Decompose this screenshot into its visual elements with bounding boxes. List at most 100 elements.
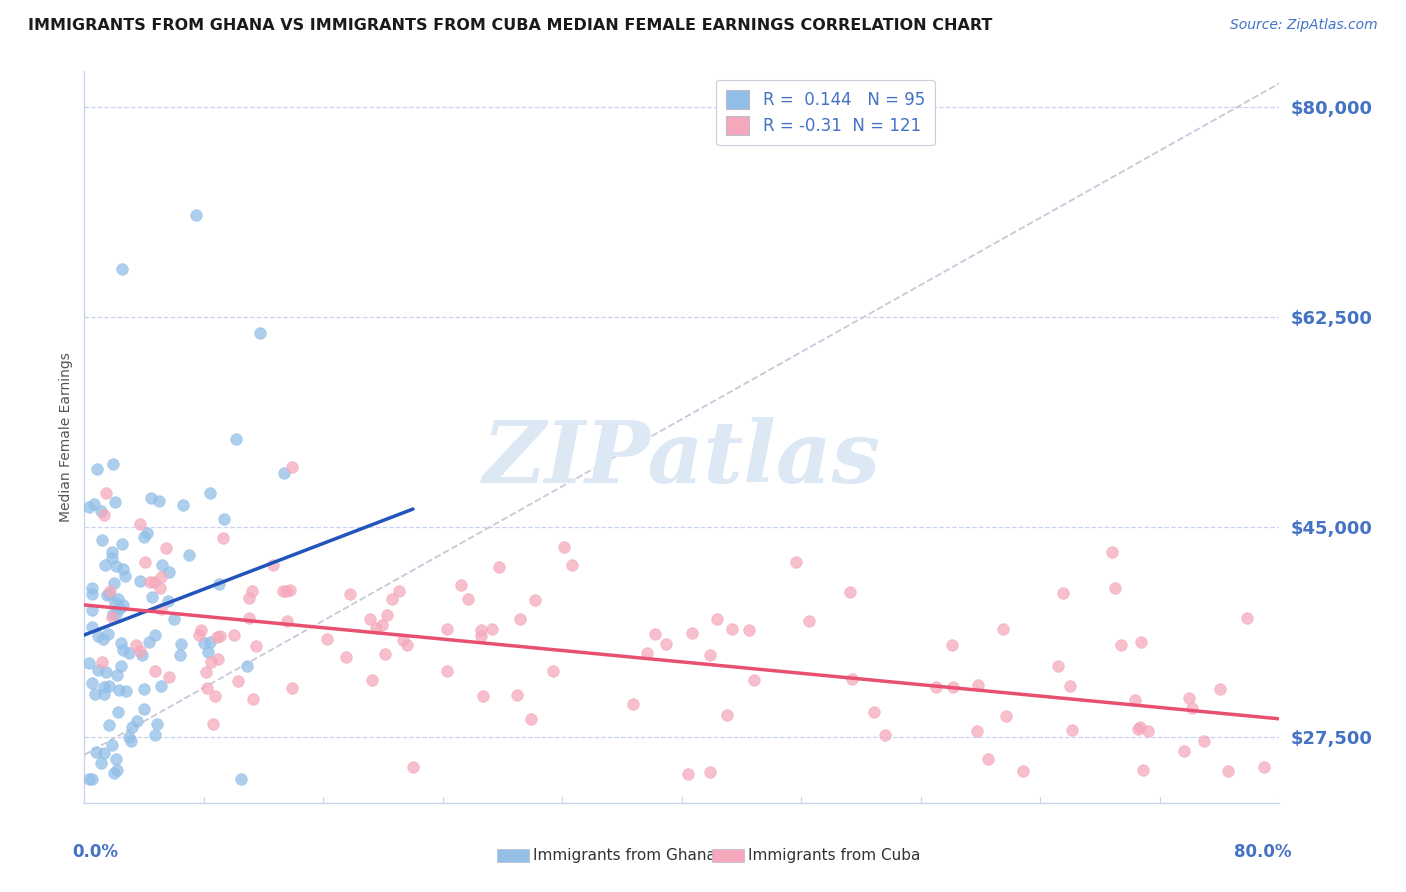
Point	[138, 574, 160, 589]
Point	[366, 621, 388, 635]
Point	[488, 560, 510, 574]
Point	[80, 620, 103, 634]
Point	[96, 665, 118, 679]
Point	[118, 646, 141, 660]
Point	[143, 574, 166, 589]
Point	[924, 680, 946, 694]
Point	[80, 772, 103, 786]
Point	[112, 643, 135, 657]
Point	[392, 632, 415, 647]
Point	[381, 591, 404, 606]
Point	[90, 756, 112, 770]
Point	[1253, 760, 1275, 774]
Text: Immigrants from Cuba: Immigrants from Cuba	[748, 848, 920, 863]
Point	[149, 570, 172, 584]
Point	[94, 486, 117, 500]
Point	[134, 702, 156, 716]
Point	[198, 485, 221, 500]
Point	[104, 559, 127, 574]
Point	[80, 582, 103, 596]
Point	[105, 607, 128, 622]
Point	[169, 648, 191, 663]
Point	[190, 624, 212, 638]
Point	[200, 655, 222, 669]
Point	[159, 565, 181, 579]
Point	[138, 635, 160, 649]
Point	[208, 630, 231, 644]
Point	[148, 494, 170, 508]
Point	[112, 562, 135, 576]
Point	[77, 772, 100, 786]
Text: ZIPatlas: ZIPatlas	[482, 417, 882, 500]
Text: Immigrants from Ghana: Immigrants from Ghana	[533, 848, 716, 863]
Point	[155, 541, 177, 555]
Point	[553, 541, 575, 555]
Point	[177, 548, 200, 562]
Point	[87, 663, 110, 677]
Point	[149, 581, 172, 595]
Point	[132, 531, 156, 545]
Point	[208, 577, 231, 591]
Point	[105, 668, 128, 682]
Point	[93, 508, 115, 522]
Point	[676, 767, 699, 781]
Point	[281, 681, 304, 695]
Point	[681, 626, 703, 640]
Point	[359, 612, 381, 626]
Point	[1060, 723, 1083, 737]
Point	[79, 500, 101, 515]
Point	[481, 622, 503, 636]
Point	[231, 772, 253, 786]
Point	[186, 208, 208, 222]
Point	[225, 433, 247, 447]
Point	[374, 647, 396, 661]
Point	[194, 665, 217, 680]
Text: 0.0%: 0.0%	[73, 843, 118, 861]
Point	[1123, 693, 1146, 707]
Point	[112, 598, 135, 612]
Point	[1236, 610, 1258, 624]
Point	[560, 558, 582, 573]
Point	[198, 635, 221, 649]
Point	[509, 611, 531, 625]
Point	[236, 658, 259, 673]
Legend: R =  0.144   N = 95, R = -0.31  N = 121: R = 0.144 N = 95, R = -0.31 N = 121	[716, 79, 935, 145]
Point	[97, 718, 120, 732]
Point	[77, 656, 100, 670]
Point	[110, 636, 132, 650]
Point	[108, 682, 131, 697]
Point	[280, 460, 302, 475]
Point	[991, 622, 1014, 636]
Point	[156, 594, 179, 608]
Point	[436, 623, 458, 637]
Point	[1101, 545, 1123, 559]
Point	[94, 558, 117, 572]
Point	[1109, 638, 1132, 652]
Point	[103, 576, 125, 591]
Point	[271, 583, 294, 598]
Point	[654, 637, 676, 651]
Point	[101, 457, 124, 471]
Point	[207, 652, 229, 666]
Point	[131, 648, 153, 662]
Point	[799, 614, 821, 628]
Point	[105, 763, 128, 777]
Point	[742, 673, 765, 687]
Point	[212, 531, 235, 545]
Point	[785, 555, 807, 569]
Point	[121, 720, 143, 734]
Point	[97, 627, 120, 641]
Point	[193, 636, 215, 650]
Point	[91, 632, 114, 646]
Point	[143, 728, 166, 742]
Point	[541, 664, 564, 678]
Point	[93, 746, 115, 760]
Point	[108, 601, 131, 615]
Point	[91, 533, 114, 547]
Point	[125, 638, 148, 652]
Point	[80, 603, 103, 617]
Point	[129, 516, 152, 531]
Point	[644, 627, 666, 641]
Point	[838, 584, 860, 599]
Point	[738, 623, 761, 637]
